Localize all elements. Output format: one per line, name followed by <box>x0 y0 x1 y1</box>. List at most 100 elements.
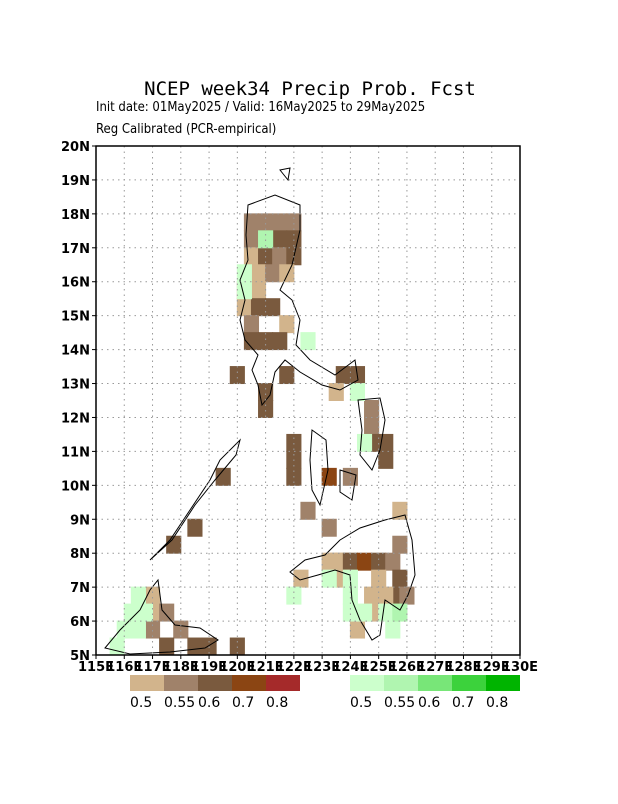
x-tick-label: 128E <box>445 660 481 675</box>
cells <box>109 213 415 656</box>
grid-cell <box>279 366 295 385</box>
grid-cell <box>378 586 394 605</box>
y-tick-label: 8N <box>70 547 90 562</box>
grid-cell <box>335 366 351 385</box>
grid-cell <box>378 450 394 469</box>
grid-cell <box>258 230 274 249</box>
grid-cell <box>265 264 281 283</box>
colorbar-label: 0.7 <box>232 695 254 711</box>
grid-cell <box>166 535 182 554</box>
grid-cell <box>137 603 154 622</box>
grid-cell <box>286 213 302 232</box>
y-tick-label: 5N <box>70 649 90 664</box>
grid-cell <box>123 603 139 622</box>
x-tick-label: 124E <box>332 660 368 675</box>
x-tick-label: 127E <box>417 660 453 675</box>
grid-cell <box>236 264 252 283</box>
grid-cell <box>392 603 408 622</box>
grid-cell <box>279 264 295 283</box>
grid-cell <box>258 332 274 351</box>
grid-cell <box>130 620 146 639</box>
y-tick-label: 17N <box>61 242 90 257</box>
grid-cell <box>250 298 267 317</box>
grid-cell <box>356 552 373 571</box>
grid-cell <box>321 518 337 537</box>
x-tick-label: 117E <box>135 660 171 675</box>
axes: 115E116E117E118E119E120E121E122E123E124E… <box>61 140 538 675</box>
y-tick-label: 18N <box>61 208 90 223</box>
x-tick-label: 125E <box>361 660 397 675</box>
colorbar-label: 0.55 <box>164 695 195 711</box>
colorbar-label: 0.6 <box>198 695 220 711</box>
grid-cell <box>399 586 415 605</box>
x-tick-label: 121E <box>248 660 284 675</box>
colorbars: 0.5 0.55 0.6 0.7 0.8 0.5 0.55 0.6 0.7 0.8 <box>130 675 520 711</box>
grid-cell <box>236 298 252 317</box>
grid-cell <box>349 383 366 401</box>
grid-cell <box>385 620 401 639</box>
colorbar-label: 0.8 <box>266 695 288 711</box>
y-tick-label: 13N <box>61 378 90 393</box>
x-tick-label: 115E <box>78 660 114 675</box>
y-tick-label: 10N <box>61 479 90 494</box>
x-tick-label: 119E <box>191 660 227 675</box>
x-tick-label: 118E <box>163 660 199 675</box>
y-tick-label: 20N <box>61 140 90 155</box>
x-tick-label: 123E <box>304 660 340 675</box>
y-tick-label: 7N <box>70 581 90 596</box>
grid-cell <box>116 620 132 639</box>
colorbar-box <box>232 675 266 691</box>
grid-cell <box>342 586 358 605</box>
y-tick-label: 9N <box>70 513 90 528</box>
grid-cell <box>243 247 260 266</box>
grid-cell <box>364 586 380 605</box>
grid-cell <box>286 230 302 249</box>
grid-cell <box>349 620 366 639</box>
grid-cell <box>243 213 260 232</box>
grid-cell <box>130 586 146 605</box>
grid-cell <box>159 603 175 622</box>
grid-cell <box>300 501 316 520</box>
grid-cell <box>342 552 358 571</box>
grid <box>96 146 520 655</box>
grid-cell <box>258 400 274 418</box>
grid-cell <box>272 230 288 249</box>
plot-frame <box>95 145 521 656</box>
grid-cell <box>215 467 231 486</box>
grid-cell <box>229 366 245 385</box>
grid-cell <box>243 332 260 351</box>
colorbar-box <box>130 675 164 691</box>
grid-cell <box>109 637 125 656</box>
y-tick-label: 11N <box>61 445 90 460</box>
grid-cell <box>293 569 309 588</box>
x-tick-label: 130E <box>502 660 538 675</box>
grid-cell <box>392 535 408 554</box>
colorbar-box <box>418 675 452 691</box>
chart-title: NCEP week34 Precip Prob. Fcst <box>144 78 476 100</box>
x-tick-label: 129E <box>474 660 510 675</box>
grid-cell <box>144 620 161 639</box>
colorbar-box <box>266 675 300 691</box>
grid-cell <box>321 467 337 486</box>
grid-cell <box>187 518 203 537</box>
grid-cell <box>371 552 387 571</box>
grid-cell <box>243 315 260 334</box>
y-tick-label: 6N <box>70 615 90 630</box>
colorbar-box <box>198 675 232 691</box>
grid-cell <box>385 552 401 571</box>
chart-subtitle: Reg Calibrated (PCR-empirical) <box>96 122 276 137</box>
colorbar-label: 0.5 <box>350 695 372 711</box>
grid-cell <box>272 213 288 232</box>
colorbar-box <box>350 675 384 691</box>
grid-cell <box>328 552 344 571</box>
y-tick-label: 15N <box>61 310 90 325</box>
grid-cell <box>258 213 274 232</box>
colorbar-label: 0.8 <box>486 695 508 711</box>
x-tick-label: 122E <box>276 660 312 675</box>
colorbar-label: 0.7 <box>452 695 474 711</box>
colorbar-box <box>486 675 520 691</box>
x-tick-label: 116E <box>106 660 142 675</box>
grid-cell <box>342 603 358 622</box>
grid-cell <box>286 586 302 605</box>
